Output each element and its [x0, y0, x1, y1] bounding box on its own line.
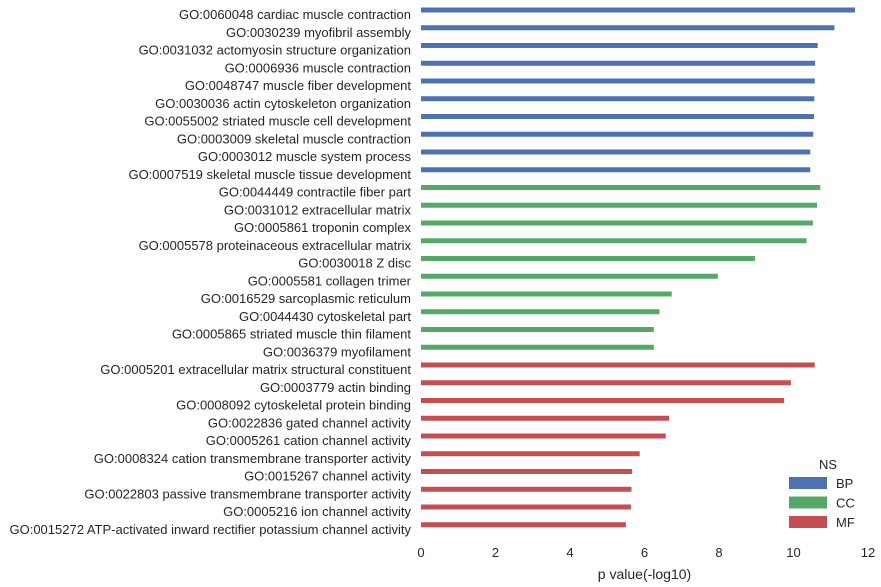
bar-bp-7 — [421, 131, 814, 137]
bar-mf-5 — [421, 451, 640, 457]
bars-group — [421, 7, 855, 528]
category-label: GO:0030018 Z disc — [298, 256, 411, 271]
category-label: GO:0044449 contractile fiber part — [219, 185, 412, 200]
bar-bp-1 — [421, 25, 835, 31]
bar-bp-2 — [421, 43, 818, 48]
bar-cc-3 — [421, 238, 807, 244]
category-label: GO:0005261 cation channel activity — [206, 433, 412, 448]
bar-bp-5 — [421, 96, 815, 102]
bar-bp-6 — [421, 114, 814, 119]
category-label: GO:0015272 ATP-activated inward rectifie… — [9, 522, 411, 537]
category-label: GO:0031032 actomyosin structure organiza… — [139, 43, 411, 58]
category-label: GO:0003012 muscle system process — [198, 149, 412, 164]
category-label: GO:0006936 muscle contraction — [225, 60, 411, 75]
category-label: GO:0031012 extracellular matrix — [224, 202, 412, 217]
category-labels: GO:0060048 cardiac muscle contraction GO:… — [9, 7, 411, 537]
legend-label-cc: CC — [836, 496, 855, 511]
legend: NS BP CC MF — [789, 457, 855, 530]
legend-label-mf: MF — [836, 515, 855, 530]
category-label: GO:0008324 cation transmembrane transpor… — [94, 451, 412, 466]
legend-swatch-bp — [789, 477, 827, 489]
category-label: GO:0016529 sarcoplasmic reticulum — [201, 291, 411, 306]
x-tick-label: 0 — [417, 545, 424, 560]
bar-mf-3 — [421, 415, 670, 421]
bar-mf-8 — [421, 504, 632, 510]
bar-cc-1 — [421, 202, 817, 208]
bar-mf-6 — [421, 469, 633, 474]
category-label: GO:0008092 cytoskeletal protein binding — [176, 398, 411, 413]
legend-swatch-cc — [789, 496, 827, 509]
bar-mf-4 — [421, 433, 666, 439]
bar-mf-0 — [421, 362, 815, 368]
legend-swatch-mf — [789, 516, 827, 528]
category-label: GO:0005861 troponin complex — [234, 220, 412, 235]
x-axis-title: p value(-log10) — [598, 566, 691, 582]
x-axis-ticks: 0 2 4 6 8 10 12 — [417, 545, 875, 560]
category-label: GO:0030036 actin cytoskeleton organizati… — [155, 96, 411, 111]
category-label: GO:0048747 muscle fiber development — [185, 78, 412, 93]
bar-mf-1 — [421, 380, 791, 386]
bar-mf-7 — [421, 486, 632, 492]
category-label: GO:0003009 skeletal muscle contraction — [177, 131, 411, 146]
bar-bp-4 — [421, 78, 815, 84]
x-tick-label: 2 — [492, 545, 499, 560]
category-label: GO:0022803 passive transmembrane transpo… — [84, 486, 411, 501]
bar-bp-3 — [421, 60, 816, 66]
category-label: GO:0036379 myofilament — [263, 344, 412, 359]
category-label: GO:0060048 cardiac muscle contraction — [179, 7, 411, 22]
category-label: GO:0005581 collagen trimer — [248, 273, 412, 288]
bar-bp-0 — [421, 7, 855, 13]
category-label: GO:0005865 striated muscle thin filament — [172, 327, 412, 342]
bar-mf-2 — [421, 398, 785, 403]
x-tick-label: 10 — [786, 545, 800, 560]
category-label: GO:0030239 myofibril assembly — [226, 25, 411, 40]
category-label: GO:0005201 extracellular matrix structur… — [100, 362, 411, 377]
category-label: GO:0055002 striated muscle cell developm… — [144, 114, 411, 129]
x-tick-label: 8 — [715, 545, 722, 560]
bar-bp-9 — [421, 167, 811, 173]
category-label: GO:0022836 gated channel activity — [208, 415, 412, 430]
bar-cc-6 — [421, 291, 672, 297]
bar-cc-9 — [421, 344, 654, 350]
category-label: GO:0007519 skeletal muscle tissue develo… — [128, 167, 411, 182]
x-tick-label: 6 — [641, 545, 648, 560]
category-label: GO:0044430 cytoskeletal part — [239, 309, 411, 324]
bar-cc-4 — [421, 256, 756, 261]
bar-bp-8 — [421, 149, 811, 155]
category-label: GO:0005216 ion channel activity — [223, 504, 411, 519]
bar-cc-5 — [421, 273, 718, 279]
bar-cc-7 — [421, 309, 660, 315]
bar-cc-2 — [421, 220, 813, 226]
category-label: GO:0003779 actin binding — [260, 380, 411, 395]
x-tick-label: 4 — [566, 545, 573, 560]
legend-label-bp: BP — [836, 476, 853, 491]
legend-title: NS — [819, 457, 837, 472]
category-label: GO:0005578 proteinaceous extracellular m… — [139, 238, 412, 253]
bar-mf-9 — [421, 522, 626, 528]
category-label: GO:0015267 channel activity — [244, 469, 411, 484]
x-tick-label: 12 — [861, 545, 875, 560]
bar-cc-8 — [421, 327, 654, 332]
bar-cc-0 — [421, 185, 821, 190]
